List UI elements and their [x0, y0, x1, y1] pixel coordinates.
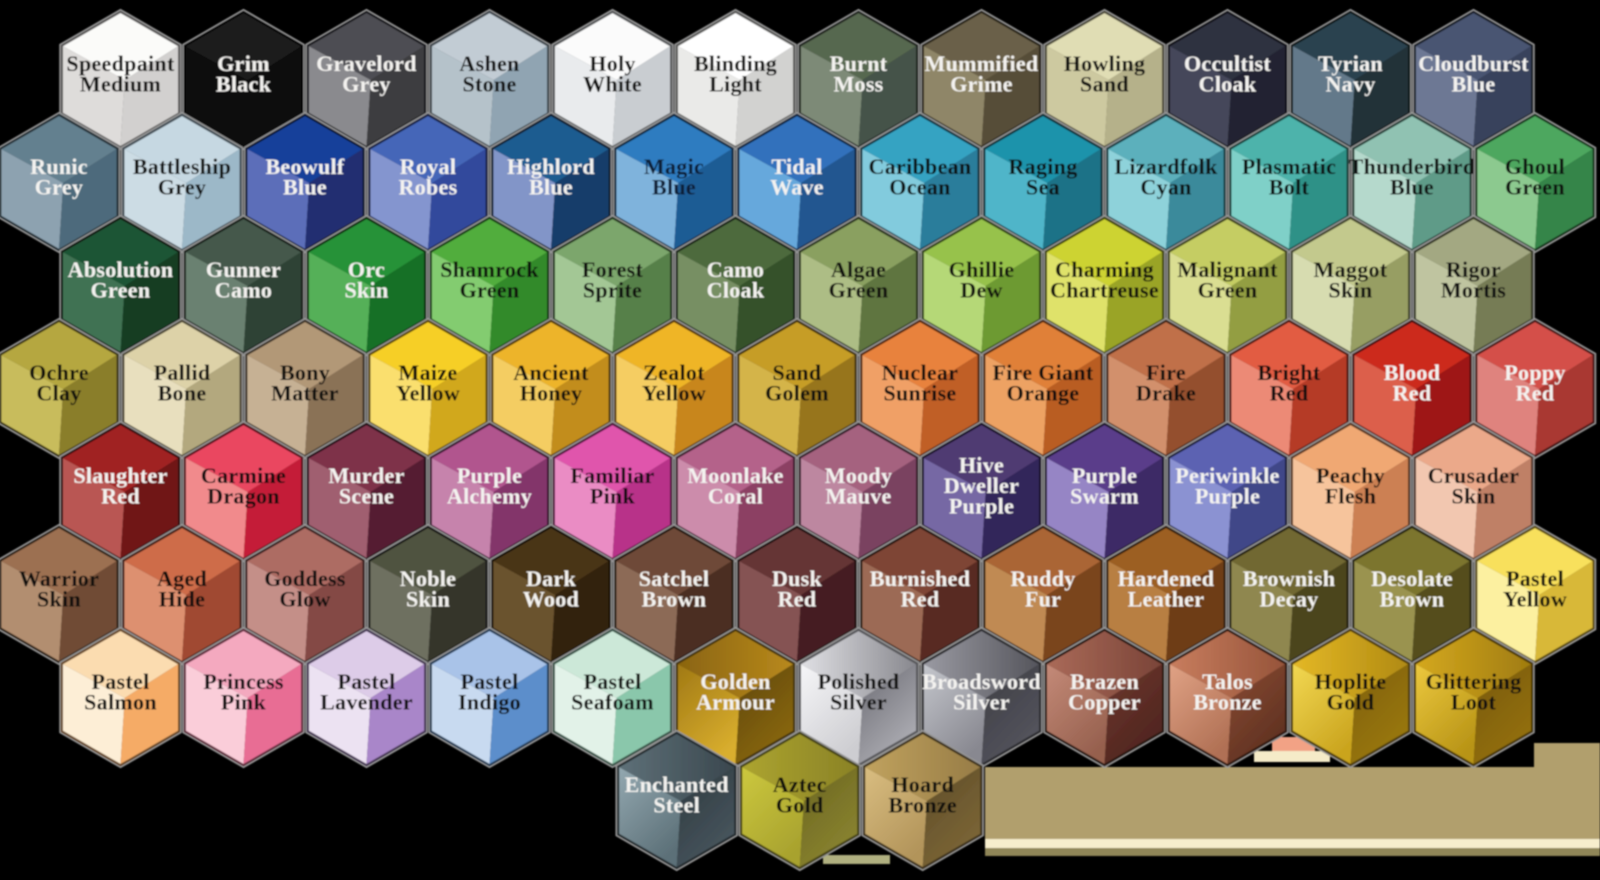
svg-text:LizardfolkCyan: Lizardfolk Cyan	[1114, 154, 1218, 200]
svg-text:GlitteringLoot: Glittering Loot	[1426, 669, 1522, 715]
svg-text:BrazenCopper: Brazen Copper	[1068, 669, 1141, 715]
svg-text:SatchelBrown: Satchel Brown	[639, 566, 710, 612]
svg-text:DuskRed: Dusk Red	[772, 566, 823, 612]
svg-text:PoppyRed: Poppy Red	[1504, 360, 1565, 406]
svg-text:DesolateBrown: Desolate Brown	[1371, 566, 1453, 612]
svg-text:SandGolem: Sand Golem	[765, 360, 829, 406]
svg-text:HiveDwellerPurple: Hive Dweller Purple	[944, 453, 1019, 519]
svg-text:RoyalRobes: Royal Robes	[399, 154, 458, 200]
svg-text:TyrianNavy: Tyrian Navy	[1318, 51, 1383, 97]
svg-text:GoldenArmour: Golden Armour	[696, 669, 775, 715]
svg-text:PastelSeafoam: Pastel Seafoam	[571, 669, 654, 715]
svg-text:GhillieDew: Ghillie Dew	[949, 257, 1015, 303]
svg-text:PeachyFlesh: Peachy Flesh	[1316, 463, 1385, 509]
svg-text:RigorMortis: Rigor Mortis	[1441, 257, 1506, 303]
svg-text:BeowulfBlue: Beowulf Blue	[265, 154, 344, 200]
svg-text:HardenedLeather: Hardened Leather	[1118, 566, 1215, 612]
svg-text:ZealotYellow: Zealot Yellow	[642, 360, 706, 406]
svg-text:SpeedpaintMedium: Speedpaint Medium	[66, 51, 175, 97]
svg-text:GhoulGreen: Ghoul Green	[1505, 154, 1565, 200]
svg-text:BonyMatter: Bony Matter	[271, 360, 339, 406]
svg-text:PallidBone: Pallid Bone	[154, 360, 211, 406]
svg-text:AbsolutionGreen: Absolution Green	[68, 257, 174, 303]
svg-text:ThunderbirdBlue: Thunderbird Blue	[1349, 154, 1476, 200]
svg-text:BrightRed: Bright Red	[1258, 360, 1321, 406]
svg-text:OrcSkin: Orc Skin	[344, 257, 388, 303]
svg-text:WarriorSkin: Warrior Skin	[19, 566, 99, 612]
svg-text:AlgaeGreen: Algae Green	[829, 257, 889, 303]
svg-text:BrownishDecay: Brownish Decay	[1243, 566, 1335, 612]
svg-text:MagicBlue: Magic Blue	[644, 154, 704, 200]
svg-text:BlindingLight: Blinding Light	[694, 51, 777, 97]
svg-text:PastelYellow: Pastel Yellow	[1503, 566, 1567, 612]
svg-text:NobleSkin: Noble Skin	[400, 566, 457, 612]
svg-text:ShamrockGreen: Shamrock Green	[440, 257, 539, 303]
svg-text:HighlordBlue: Highlord Blue	[507, 154, 595, 200]
svg-text:PastelIndigo: Pastel Indigo	[458, 669, 521, 715]
svg-text:EnchantedSteel: Enchanted Steel	[625, 772, 729, 818]
svg-text:AztecGold: Aztec Gold	[773, 772, 827, 818]
svg-text:CaribbeanOcean: Caribbean Ocean	[869, 154, 972, 200]
svg-text:TalosBronze: Talos Bronze	[1193, 669, 1262, 715]
svg-text:PastelSalmon: Pastel Salmon	[84, 669, 157, 715]
svg-text:BurnishedRed: Burnished Red	[870, 566, 971, 612]
svg-text:ForestSprite: Forest Sprite	[582, 257, 644, 303]
svg-text:GrimBlack: Grim Black	[216, 51, 272, 97]
svg-text:NuclearSunrise: Nuclear Sunrise	[882, 360, 959, 406]
svg-text:RagingSea: Raging Sea	[1008, 154, 1077, 200]
svg-text:PrincessPink: Princess Pink	[203, 669, 284, 715]
svg-text:AgedHide: Aged Hide	[157, 566, 207, 612]
svg-text:CamoCloak: Camo Cloak	[707, 257, 765, 303]
svg-text:GravelordGrey: Gravelord Grey	[316, 51, 416, 97]
svg-text:CrusaderSkin: Crusader Skin	[1428, 463, 1520, 509]
svg-text:FireDrake: Fire Drake	[1136, 360, 1196, 406]
svg-text:AncientHoney: Ancient Honey	[513, 360, 589, 406]
svg-text:OchreClay: Ochre Clay	[29, 360, 89, 406]
svg-text:CarmineDragon: Carmine Dragon	[201, 463, 286, 509]
svg-text:MaizeYellow: Maize Yellow	[396, 360, 460, 406]
svg-text:HolyWhite: Holy White	[583, 51, 642, 97]
svg-text:PlasmaticBolt: Plasmatic Bolt	[1242, 154, 1336, 200]
svg-text:MoodyMauve: Moody Mauve	[825, 463, 893, 509]
svg-text:RunicGrey: Runic Grey	[30, 154, 88, 200]
svg-text:Fire GiantOrange: Fire Giant Orange	[993, 360, 1094, 406]
svg-text:MurderScene: Murder Scene	[328, 463, 404, 509]
svg-text:PolishedSilver: Polished Silver	[818, 669, 900, 715]
svg-text:DarkWood: Dark Wood	[523, 566, 579, 612]
svg-text:GunnerCamo: Gunner Camo	[206, 257, 281, 303]
svg-text:OccultistCloak: Occultist Cloak	[1184, 51, 1271, 97]
svg-text:MummifiedGrime: Mummified Grime	[925, 51, 1039, 97]
svg-text:BroadswordSilver: Broadsword Silver	[922, 669, 1041, 715]
svg-text:GoddessGlow: Goddess Glow	[264, 566, 346, 612]
svg-text:PurpleAlchemy: Purple Alchemy	[447, 463, 532, 509]
svg-text:PastelLavender: Pastel Lavender	[320, 669, 413, 715]
svg-text:SlaughterRed: Slaughter Red	[73, 463, 167, 509]
svg-text:MalignantGreen: Malignant Green	[1177, 257, 1278, 303]
svg-text:CloudburstBlue: Cloudburst Blue	[1418, 51, 1529, 97]
svg-text:HoardBronze: Hoard Bronze	[888, 772, 957, 818]
svg-text:BurntMoss: Burnt Moss	[830, 51, 888, 97]
svg-text:AshenStone: Ashen Stone	[459, 51, 519, 97]
svg-text:PeriwinklePurple: Periwinkle Purple	[1175, 463, 1279, 509]
svg-text:HopliteGold: Hoplite Gold	[1315, 669, 1387, 715]
svg-text:BloodRed: Blood Red	[1384, 360, 1441, 406]
svg-text:MaggotSkin: Maggot Skin	[1314, 257, 1388, 303]
svg-text:PurpleSwarm: Purple Swarm	[1070, 463, 1139, 509]
svg-text:RuddyFur: Ruddy Fur	[1010, 566, 1075, 612]
svg-text:BattleshipGrey: Battleship Grey	[133, 154, 231, 200]
svg-text:MoonlakeCoral: Moonlake Coral	[687, 463, 784, 509]
svg-text:TidalWave: Tidal Wave	[770, 154, 824, 200]
svg-text:FamiliarPink: Familiar Pink	[570, 463, 654, 509]
svg-text:CharmingChartreuse: Charming Chartreuse	[1050, 257, 1159, 303]
svg-text:HowlingSand: Howling Sand	[1064, 51, 1146, 97]
